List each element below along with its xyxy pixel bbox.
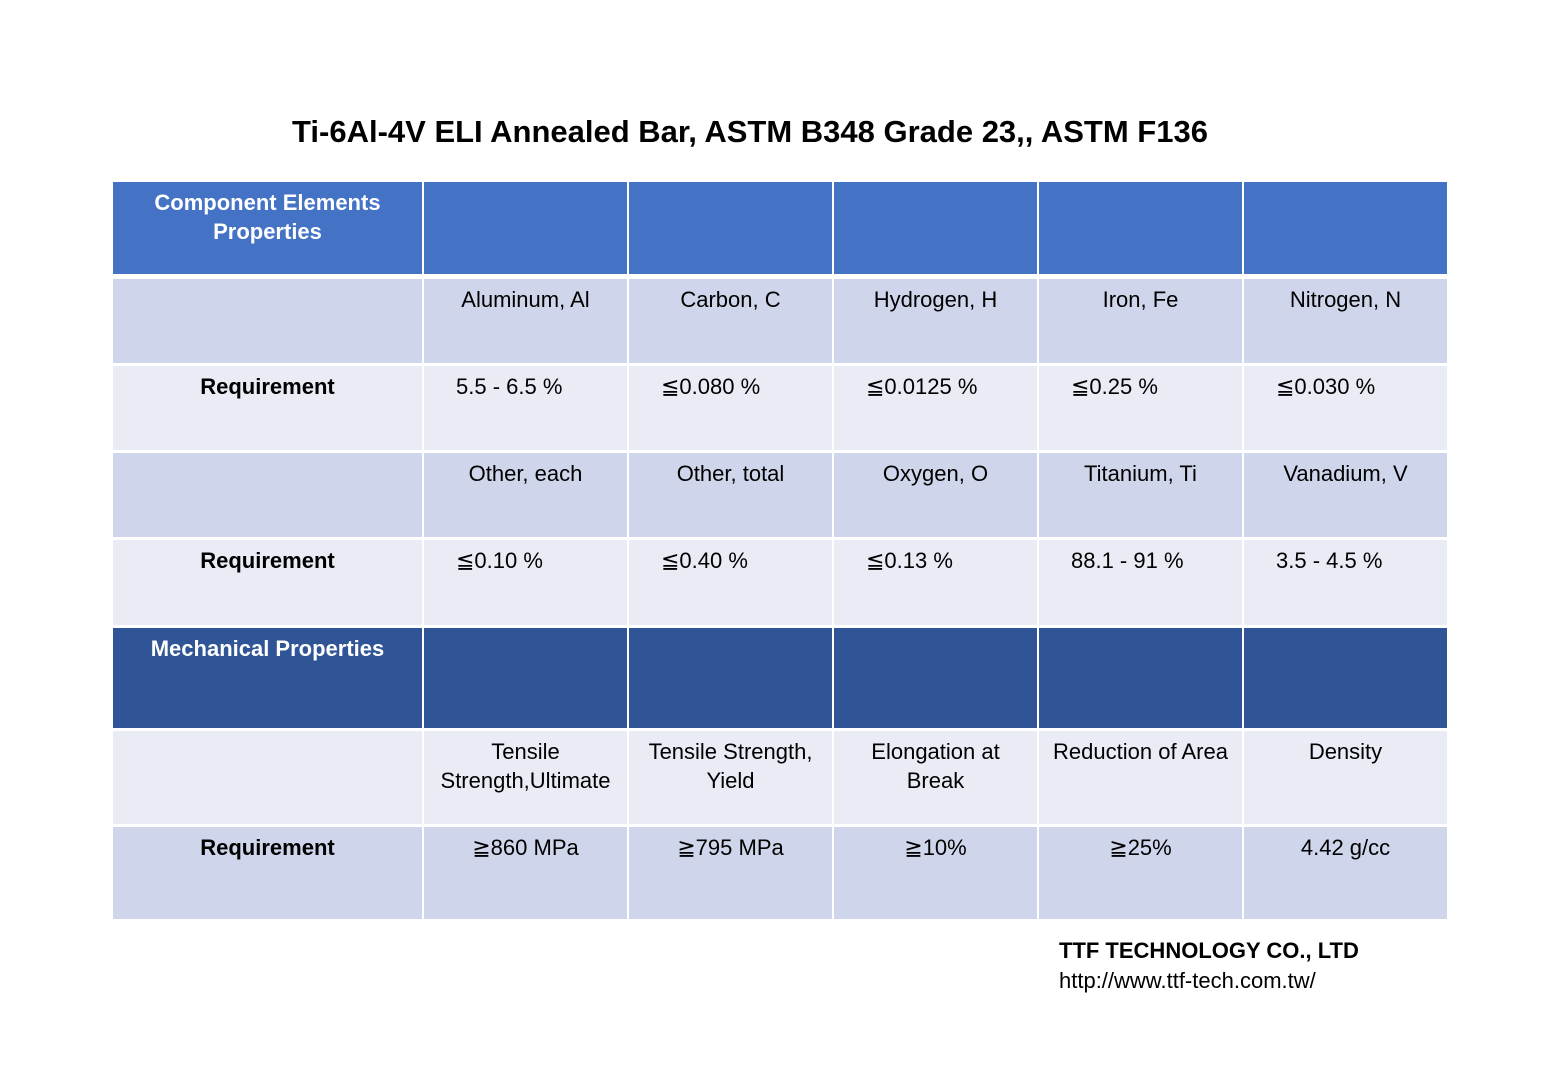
table-cell [424,628,627,728]
table-cell: Tensile Strength, Yield [629,731,832,824]
table-cell [1039,628,1242,728]
table-cell [1244,182,1447,274]
table-cell: ≧25% [1039,827,1242,919]
title: Ti-6Al-4V ELI Annealed Bar, ASTM B348 Gr… [292,114,1208,149]
table-cell: 4.42 g/cc [1244,827,1447,919]
table-cell: 88.1 - 91 % [1039,540,1242,625]
table-cell: ≧860 MPa [424,827,627,919]
table-cell: Oxygen, O [834,453,1037,537]
table-cell: Titanium, Ti [1039,453,1242,537]
table-cell: Vanadium, V [1244,453,1447,537]
table-cell [113,279,422,363]
row-label: Requirement [113,366,422,450]
table-cell: Tensile Strength,Ultimate [424,731,627,824]
table-cell [834,182,1037,274]
table-cell: ≧10% [834,827,1037,919]
table-cell [424,182,627,274]
table-cell: Density [1244,731,1447,824]
section-header: Mechanical Properties [113,628,422,728]
table-cell: ≦0.40 % [629,540,832,625]
company: TTF TECHNOLOGY CO., LTD [1059,938,1359,963]
table-cell: ≦0.13 % [834,540,1037,625]
table-cell: Elongation at Break [834,731,1037,824]
table-cell: Aluminum, Al [424,279,627,363]
table-cell: Nitrogen, N [1244,279,1447,363]
table-cell: 3.5 - 4.5 % [1244,540,1447,625]
table-cell: ≦0.030 % [1244,366,1447,450]
table-cell: Hydrogen, H [834,279,1037,363]
table-cell [629,628,832,728]
table-cell: ≦0.10 % [424,540,627,625]
table-cell: ≦0.080 % [629,366,832,450]
table-cell: 5.5 - 6.5 % [424,366,627,450]
table-cell [113,453,422,537]
table-cell: ≦0.25 % [1039,366,1242,450]
table-cell: Reduction of Area [1039,731,1242,824]
table-cell [629,182,832,274]
table-cell: Other, each [424,453,627,537]
table-cell [113,731,422,824]
row-label: Requirement [113,540,422,625]
row-label: Requirement [113,827,422,919]
table-cell: ≧795 MPa [629,827,832,919]
table-cell: ≦0.0125 % [834,366,1037,450]
table-cell: Carbon, C [629,279,832,363]
table-cell [1039,182,1242,274]
section-header: Component Elements Properties [113,182,422,274]
url: http://www.ttf-tech.com.tw/ [1059,968,1316,993]
table-cell: Iron, Fe [1039,279,1242,363]
table-cell [1244,628,1447,728]
table-cell: Other, total [629,453,832,537]
table-cell [834,628,1037,728]
